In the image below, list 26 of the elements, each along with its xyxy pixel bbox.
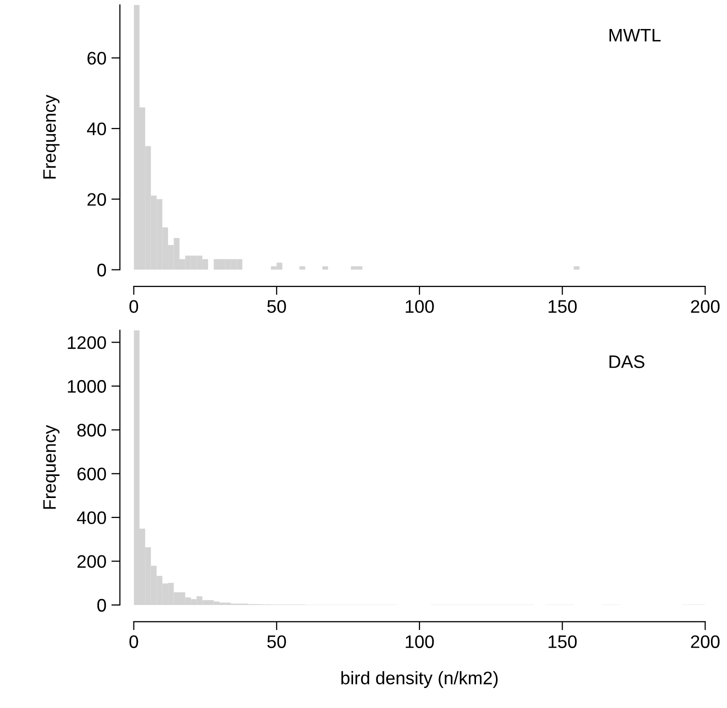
x-tick-label: 100 xyxy=(406,635,434,648)
annotation: MWTL xyxy=(610,28,661,42)
y-tick-label: 600 xyxy=(77,468,106,480)
y-tick-label: 40 xyxy=(87,122,106,136)
y-tick-label: 0 xyxy=(97,264,106,276)
x-tick-label: 100 xyxy=(406,300,434,313)
y-tick-label: 400 xyxy=(76,511,106,524)
y-axis-title: Frequency xyxy=(43,94,60,179)
y-tick-label: 200 xyxy=(77,555,106,568)
x-tick-label: 50 xyxy=(267,300,286,313)
x-tick-label: 50 xyxy=(267,635,286,648)
x-axis-title: bird density (n/km2) xyxy=(341,671,498,688)
y-tick-label: 1000 xyxy=(68,380,106,393)
y-axis-title: Frequency xyxy=(43,425,60,509)
x-tick-label: 0 xyxy=(129,300,138,313)
y-tick-label: 0 xyxy=(97,598,106,612)
y-tick-label: 800 xyxy=(77,424,106,437)
x-tick-label: 200 xyxy=(691,635,720,648)
y-tick-label: 60 xyxy=(88,52,106,65)
y-tick-label: 20 xyxy=(88,193,106,206)
x-tick-label: 150 xyxy=(548,300,577,313)
x-tick-label: 200 xyxy=(691,300,720,313)
annotation: DAS xyxy=(610,355,644,368)
x-tick-label: 150 xyxy=(548,635,577,648)
y-tick-label: 1200 xyxy=(68,336,106,350)
x-tick-label: 0 xyxy=(129,635,138,648)
